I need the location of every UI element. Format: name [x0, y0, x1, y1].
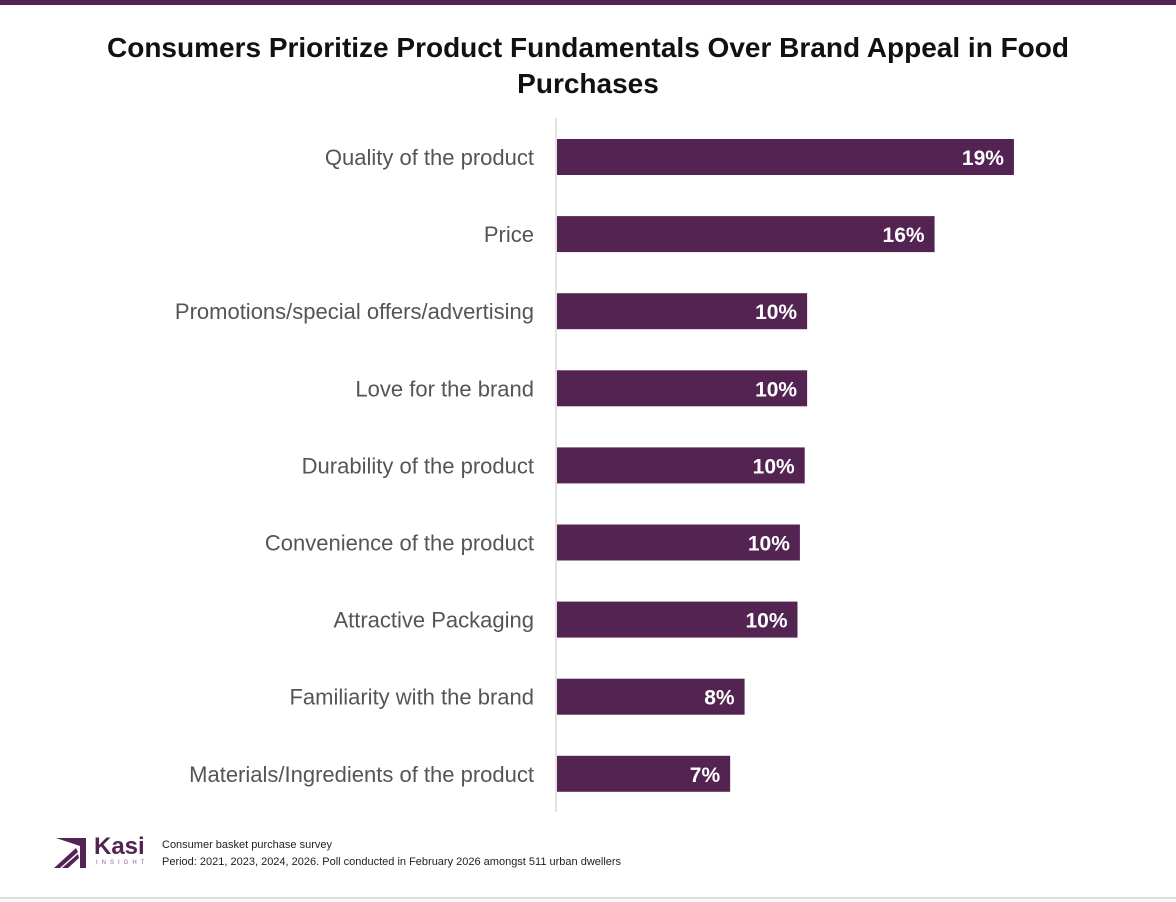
- bar: [557, 601, 798, 638]
- category-label: Convenience of the product: [265, 531, 534, 556]
- bar: [557, 370, 808, 407]
- data-label: 19%: [962, 147, 1004, 170]
- category-label: Promotions/special offers/advertising: [175, 299, 534, 324]
- bar: [557, 293, 808, 330]
- chart-title: Consumers Prioritize Product Fundamental…: [107, 32, 1069, 99]
- category-label: Durability of the product: [302, 453, 534, 478]
- bar-chart: Quality of the product 19% Price 16% Promoti…: [175, 118, 1014, 812]
- data-label: 8%: [704, 687, 735, 710]
- category-label: Love for the brand: [355, 376, 534, 401]
- bar: [557, 755, 731, 792]
- data-label: 10%: [745, 610, 787, 633]
- bar: [557, 216, 935, 253]
- kasi-logo-icon: [54, 838, 86, 868]
- top-accent-bar: [0, 0, 1176, 5]
- period-note: Period: 2021, 2023, 2024, 2026. Poll con…: [162, 856, 622, 868]
- logo-subtext: INSIGHT: [96, 860, 149, 866]
- category-label: Materials/Ingredients of the product: [189, 762, 534, 787]
- data-label: 10%: [748, 533, 790, 556]
- bar: [557, 678, 745, 715]
- logo-text: Kasi: [94, 833, 145, 860]
- data-label: 7%: [690, 764, 721, 787]
- data-label: 10%: [753, 455, 795, 478]
- bar: [557, 139, 1014, 175]
- bar: [557, 447, 805, 484]
- source-note: Consumer basket purchase survey: [162, 839, 332, 851]
- data-label: 10%: [755, 378, 797, 401]
- data-label: 10%: [755, 301, 797, 324]
- data-label: 16%: [883, 224, 925, 247]
- bar: [557, 524, 800, 561]
- category-label: Quality of the product: [325, 145, 534, 170]
- bottom-divider: [0, 897, 1176, 899]
- category-label: Familiarity with the brand: [289, 685, 534, 710]
- category-label: Attractive Packaging: [333, 608, 534, 633]
- category-label: Price: [484, 222, 534, 247]
